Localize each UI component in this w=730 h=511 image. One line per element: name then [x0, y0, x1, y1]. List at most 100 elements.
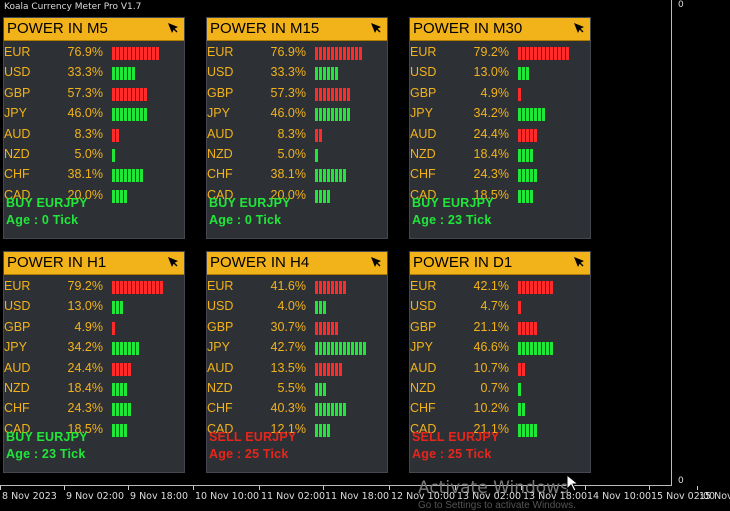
arrow-icon[interactable]	[369, 255, 383, 269]
currency-code: JPY	[410, 106, 433, 121]
strength-bar	[315, 148, 318, 162]
strength-bar	[335, 169, 338, 183]
signal-age: Age : 25 Tick	[412, 447, 492, 461]
strength-bar	[136, 47, 139, 60]
currency-row: NZD 18.4%	[410, 144, 590, 164]
strength-bar	[136, 342, 139, 356]
panel-header[interactable]: POWER IN M15	[207, 18, 387, 41]
currency-strength-percent: 20.0%	[270, 187, 306, 202]
panel-header[interactable]: POWER IN M5	[4, 18, 184, 41]
time-axis-tick	[64, 486, 65, 490]
strength-bar	[530, 128, 533, 142]
strength-bar	[112, 301, 115, 315]
strength-bar	[124, 169, 127, 183]
strength-bar	[518, 128, 521, 142]
strength-bar	[339, 281, 342, 294]
strength-bar	[522, 362, 525, 376]
panel-header[interactable]: POWER IN M30	[410, 18, 590, 41]
strength-bar	[347, 108, 350, 122]
currency-row: NZD 18.4%	[4, 378, 184, 398]
strength-bar	[522, 321, 525, 335]
strength-bar	[148, 47, 151, 60]
strength-bar-meter	[315, 382, 327, 396]
strength-bar	[319, 67, 322, 81]
strength-bar	[343, 403, 346, 417]
strength-bar	[112, 362, 115, 376]
trade-signal: BUY EURJPY	[6, 430, 88, 444]
strength-bar	[530, 281, 533, 294]
panel-header[interactable]: POWER IN H1	[4, 252, 184, 275]
currency-code: AUD	[410, 126, 437, 141]
strength-bar	[112, 67, 115, 81]
strength-bar	[319, 87, 322, 101]
strength-bar	[120, 47, 123, 60]
strength-bar	[554, 47, 557, 60]
strength-bar	[315, 281, 318, 294]
currency-strength-percent: 30.7%	[270, 319, 306, 334]
strength-bar-meter	[112, 148, 116, 162]
currency-row: EUR 42.1%	[410, 276, 590, 296]
strength-bar	[534, 108, 537, 122]
currency-row: USD 4.7%	[410, 296, 590, 316]
strength-bar	[518, 87, 521, 101]
arrow-icon[interactable]	[166, 255, 180, 269]
strength-bar	[339, 362, 342, 376]
strength-bar-meter	[518, 423, 538, 437]
strength-bar	[534, 169, 537, 183]
strength-bar	[526, 108, 529, 122]
currency-row: JPY 46.6%	[410, 337, 590, 357]
panel-header[interactable]: POWER IN H4	[207, 252, 387, 275]
strength-bar	[323, 362, 326, 376]
arrow-icon[interactable]	[572, 255, 586, 269]
strength-bar	[526, 281, 529, 294]
trade-signal: BUY EURJPY	[6, 196, 88, 210]
currency-strength-percent: 5.5%	[277, 380, 307, 395]
strength-bar	[538, 47, 541, 60]
strength-bar-meter	[315, 321, 339, 335]
strength-bar	[124, 342, 127, 356]
strength-bar	[566, 47, 569, 60]
strength-bar	[315, 382, 318, 396]
arrow-icon[interactable]	[166, 21, 180, 35]
currency-strength-percent: 20.0%	[67, 187, 103, 202]
strength-bar	[518, 382, 521, 396]
strength-bar	[132, 47, 135, 60]
panel-title: POWER IN M30	[413, 20, 523, 37]
strength-bar-meter	[518, 108, 546, 122]
currency-strength-percent: 79.2%	[473, 45, 509, 59]
strength-bar	[518, 342, 521, 356]
strength-bar	[144, 47, 147, 60]
time-axis-label: 11 Nov 02:00	[261, 491, 326, 502]
strength-bar	[140, 87, 143, 101]
price-scale-top: 0	[678, 0, 684, 10]
strength-bar	[331, 281, 334, 294]
strength-bar	[120, 362, 123, 376]
strength-bar	[120, 87, 123, 101]
strength-bar	[530, 47, 533, 60]
currency-code: EUR	[4, 279, 31, 293]
time-axis-label: 15 Nov 04:00	[699, 491, 730, 502]
strength-bar	[339, 87, 342, 101]
time-axis-label: 13 Nov 02:00	[457, 491, 522, 502]
strength-bar	[530, 108, 533, 122]
currency-code: NZD	[410, 146, 436, 161]
panel-header[interactable]: POWER IN D1	[410, 252, 590, 275]
currency-strength-percent: 21.1%	[473, 421, 509, 436]
strength-bar	[124, 67, 127, 81]
strength-bar	[343, 108, 346, 122]
currency-row: AUD 13.5%	[207, 358, 387, 378]
chart-area[interactable]	[0, 0, 672, 486]
strength-bar-meter	[112, 108, 148, 122]
strength-bar	[359, 47, 362, 60]
strength-bar	[116, 87, 119, 101]
strength-bar	[327, 87, 330, 101]
arrow-icon[interactable]	[369, 21, 383, 35]
strength-bar	[335, 67, 338, 81]
arrow-icon[interactable]	[572, 21, 586, 35]
currency-meter-panel: POWER IN H1 EUR 79.2% USD 13.0% GBP 4.9% JPY 34.…	[3, 251, 185, 473]
strength-bar	[112, 403, 115, 417]
currency-row: CAD 20.0%	[4, 185, 184, 205]
strength-bar	[315, 169, 318, 183]
strength-bar	[335, 362, 338, 376]
strength-bar-meter	[518, 148, 534, 162]
